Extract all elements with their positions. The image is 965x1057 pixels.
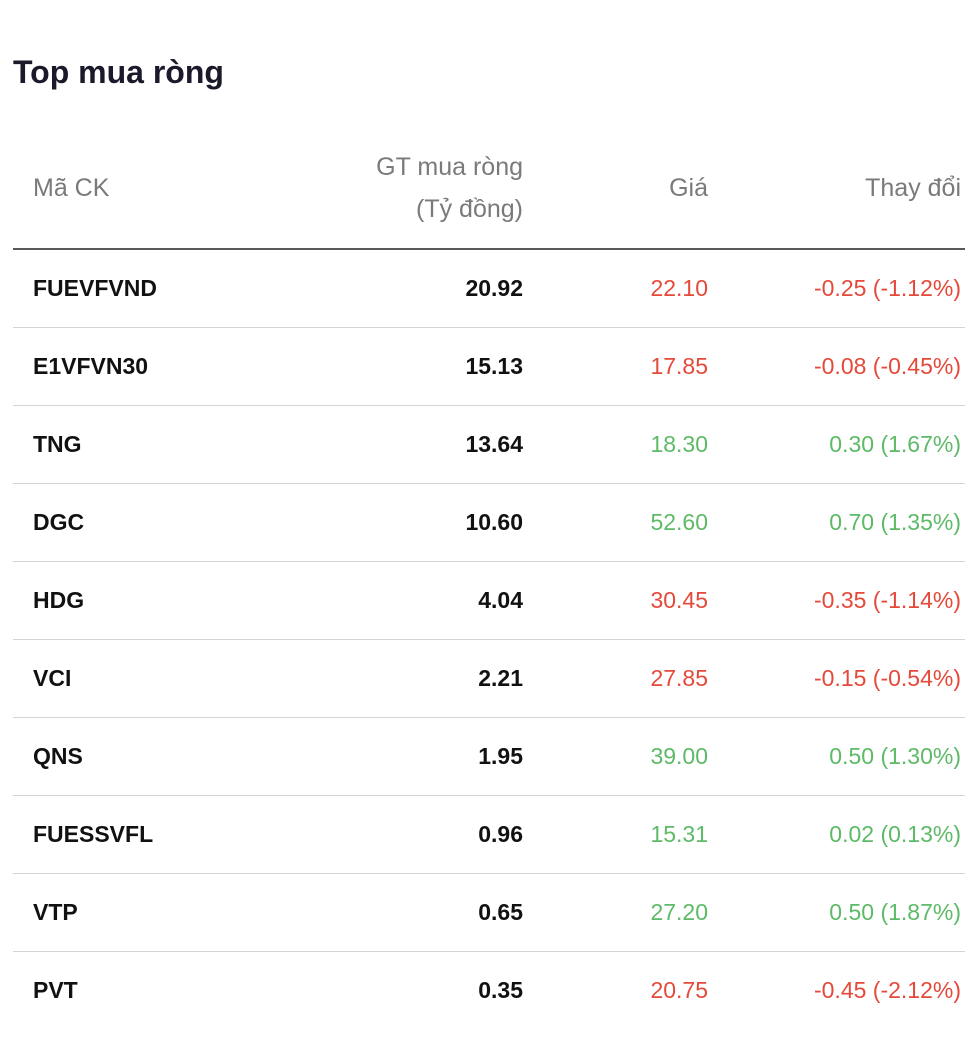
cell-price: 20.75 (650, 977, 708, 1003)
table-row[interactable]: DGC 10.60 52.60 0.70 (1.35%) (13, 483, 965, 562)
cell-net-value: 13.64 (225, 405, 543, 484)
cell-price: 52.60 (543, 483, 728, 562)
column-header-net-value-line2: (Tỷ đồng) (416, 195, 523, 223)
cell-net-value: 20.92 (225, 249, 543, 328)
cell-net-value: 0.65 (225, 873, 543, 952)
cell-change: -0.25 (-1.12%) (728, 249, 965, 328)
cell-change: -0.45 (-2.12%) (813, 977, 961, 1003)
cell-net-value: 4.04 (225, 561, 543, 640)
table-row[interactable]: QNS 1.95 39.00 0.50 (1.30%) (13, 717, 965, 796)
table-body: FUEVFVND 20.92 22.10 -0.25 (-1.12%) E1VFVN30… (13, 249, 965, 1029)
cell-net-value: 1.95 (225, 717, 543, 796)
column-header-price: Giá (543, 128, 728, 250)
column-header-symbol: Mã CK (13, 128, 225, 250)
cell-change: -0.35 (-1.14%) (728, 561, 965, 640)
table-row[interactable]: FUESSVFL 0.96 15.31 0.02 (0.13%) (13, 795, 965, 874)
cell-price: 18.30 (543, 405, 728, 484)
cell-symbol[interactable]: TNG (13, 405, 225, 484)
cell-change: 0.70 (1.35%) (728, 483, 965, 562)
header-row: Mã CK GT mua ròng (Tỷ đồng) Giá Thay đổi (13, 128, 965, 250)
cell-symbol[interactable]: E1VFVN30 (13, 327, 225, 406)
cell-net-value: 0.96 (225, 795, 543, 874)
cell-price: 17.85 (543, 327, 728, 406)
table-row[interactable]: E1VFVN30 15.13 17.85 -0.08 (-0.45%) (13, 327, 965, 406)
cell-symbol[interactable]: FUESSVFL (13, 795, 225, 874)
cell-price: 15.31 (543, 795, 728, 874)
cell-change: -0.15 (-0.54%) (728, 639, 965, 718)
cell-price: 27.85 (543, 639, 728, 718)
table-row[interactable]: VTP 0.65 27.20 0.50 (1.87%) (13, 873, 965, 952)
table-row[interactable]: VCI 2.21 27.85 -0.15 (-0.54%) (13, 639, 965, 718)
table-row[interactable]: TNG 13.64 18.30 0.30 (1.67%) (13, 405, 965, 484)
table-row[interactable]: PVT 0.35 20.75 -0.45 (-2.12%) (13, 952, 965, 1030)
column-header-net-value: GT mua ròng (Tỷ đồng) (225, 128, 543, 250)
cell-symbol[interactable]: DGC (13, 483, 225, 562)
cell-change: 0.02 (0.13%) (728, 795, 965, 874)
cell-net-value: 15.13 (225, 327, 543, 406)
table-header: Mã CK GT mua ròng (Tỷ đồng) Giá Thay đổi (13, 128, 965, 250)
cell-change: 0.50 (1.30%) (728, 717, 965, 796)
cell-price: 39.00 (543, 717, 728, 796)
cell-symbol[interactable]: VTP (13, 873, 225, 952)
net-buy-table: Mã CK GT mua ròng (Tỷ đồng) Giá Thay đổi… (13, 128, 965, 1029)
table-row[interactable]: HDG 4.04 30.45 -0.35 (-1.14%) (13, 561, 965, 640)
cell-price: 22.10 (543, 249, 728, 328)
column-header-change: Thay đổi (728, 128, 965, 250)
widget-title: Top mua ròng (13, 54, 224, 90)
cell-change: 0.30 (1.67%) (728, 405, 965, 484)
cell-change: -0.08 (-0.45%) (728, 327, 965, 406)
cell-net-value: 0.35 (478, 977, 523, 1003)
cell-symbol[interactable]: HDG (13, 561, 225, 640)
cell-symbol[interactable]: VCI (13, 639, 225, 718)
column-header-net-value-line1: GT mua ròng (376, 153, 523, 181)
cell-price: 27.20 (543, 873, 728, 952)
cell-symbol[interactable]: PVT (33, 977, 78, 1003)
cell-net-value: 2.21 (225, 639, 543, 718)
table-row[interactable]: FUEVFVND 20.92 22.10 -0.25 (-1.12%) (13, 249, 965, 328)
cell-symbol[interactable]: FUEVFVND (13, 249, 225, 328)
cell-net-value: 10.60 (225, 483, 543, 562)
cell-change: 0.50 (1.87%) (728, 873, 965, 952)
cell-price: 30.45 (543, 561, 728, 640)
cell-symbol[interactable]: QNS (13, 717, 225, 796)
